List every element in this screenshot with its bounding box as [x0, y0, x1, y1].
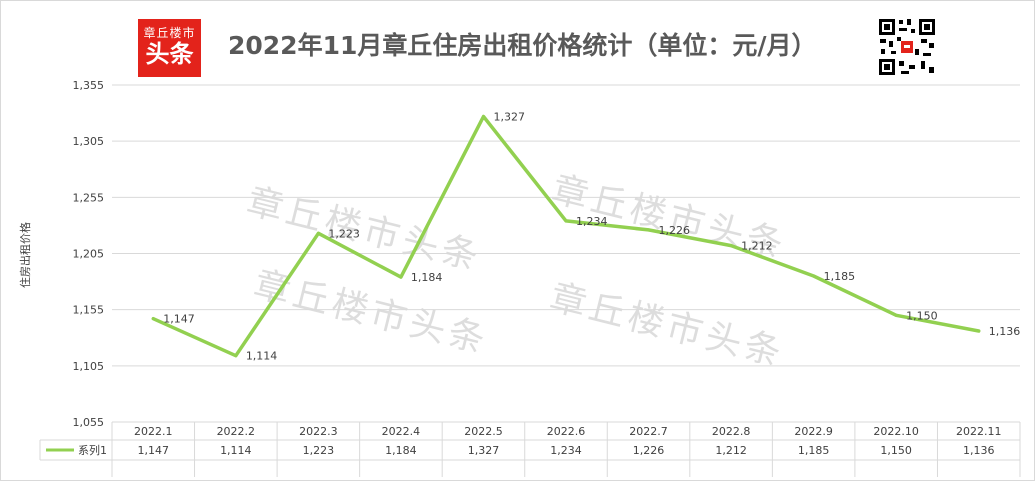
data-point — [564, 219, 568, 223]
data-label: 1,234 — [576, 215, 608, 228]
x-tick-label: 2022.8 — [712, 425, 751, 438]
chart-title: 2022年11月章丘住房出租价格统计（单位：元/月） — [228, 31, 817, 60]
data-point — [812, 274, 816, 278]
x-tick-label: 2022.10 — [873, 425, 919, 438]
logo-line2: 头条 — [145, 40, 194, 68]
data-point — [647, 228, 651, 232]
data-point — [151, 317, 155, 321]
x-tick-label: 2022.1 — [134, 425, 173, 438]
table-value: 1,185 — [798, 444, 830, 457]
watermark-4: 章丘楼市头条 — [546, 277, 789, 375]
y-tick-label: 1,155 — [73, 304, 105, 317]
data-point — [316, 231, 320, 235]
x-tick-label: 2022.6 — [547, 425, 586, 438]
y-tick-label: 1,205 — [73, 248, 105, 261]
series-layer — [151, 114, 981, 358]
watermark-layer: 章丘楼市头条 章丘楼市头条 章丘楼市头条 章丘楼市头条 — [243, 169, 791, 375]
table-value: 1,114 — [220, 444, 252, 457]
x-tick-label: 2022.2 — [217, 425, 256, 438]
logo-line1: 章丘楼市 — [143, 26, 196, 40]
x-tick-label: 2022.7 — [629, 425, 668, 438]
data-point — [977, 329, 981, 333]
data-labels: 1,147 1,114 1,223 1,184 1,327 1,234 1,226 1,212… — [163, 110, 1020, 362]
table-value: 1,223 — [303, 444, 335, 457]
data-label: 1,185 — [824, 270, 856, 283]
legend-label: 系列1 — [78, 443, 107, 457]
table-value: 1,150 — [880, 444, 912, 457]
data-label: 1,327 — [493, 110, 525, 123]
watermark-1: 章丘楼市头条 — [243, 181, 486, 279]
qr-code-icon — [877, 17, 937, 77]
table-value: 1,136 — [963, 444, 995, 457]
data-point — [399, 275, 403, 279]
x-tick-label: 2022.9 — [794, 425, 833, 438]
table-value: 1,184 — [385, 444, 417, 457]
y-tick-label: 1,355 — [73, 79, 105, 92]
data-label: 1,223 — [328, 227, 360, 240]
data-label: 1,136 — [989, 325, 1021, 338]
table-value: 1,234 — [550, 444, 582, 457]
data-label: 1,114 — [246, 350, 278, 363]
data-point — [234, 354, 238, 358]
data-label: 1,150 — [906, 309, 938, 322]
table-value: 1,327 — [468, 444, 500, 457]
data-label: 1,226 — [659, 224, 691, 237]
y-tick-label: 1,055 — [73, 416, 105, 429]
y-tick-label: 1,255 — [73, 191, 105, 204]
y-tick-labels: 1,355 1,305 1,255 1,205 1,155 1,105 1,055 — [73, 79, 105, 429]
table-value: 1,226 — [633, 444, 665, 457]
data-label: 1,184 — [411, 271, 443, 284]
x-tick-label: 2022.4 — [382, 425, 421, 438]
x-tick-label: 2022.5 — [464, 425, 503, 438]
data-point — [894, 313, 898, 317]
data-label: 1,212 — [741, 240, 773, 253]
data-point — [481, 114, 485, 118]
data-label: 1,147 — [163, 313, 195, 326]
gridlines — [112, 84, 1020, 423]
y-tick-label: 1,305 — [73, 135, 105, 148]
table-value: 1,147 — [138, 444, 170, 457]
table-value: 1,212 — [715, 444, 747, 457]
data-point — [729, 244, 733, 248]
x-tick-label: 2022.11 — [956, 425, 1002, 438]
data-table: 2022.1 2022.2 2022.3 2022.4 2022.5 2022.6 2022… — [39, 422, 1021, 477]
x-tick-label: 2022.3 — [299, 425, 338, 438]
brand-logo: 章丘楼市 头条 — [138, 19, 201, 77]
y-tick-label: 1,105 — [73, 360, 105, 373]
